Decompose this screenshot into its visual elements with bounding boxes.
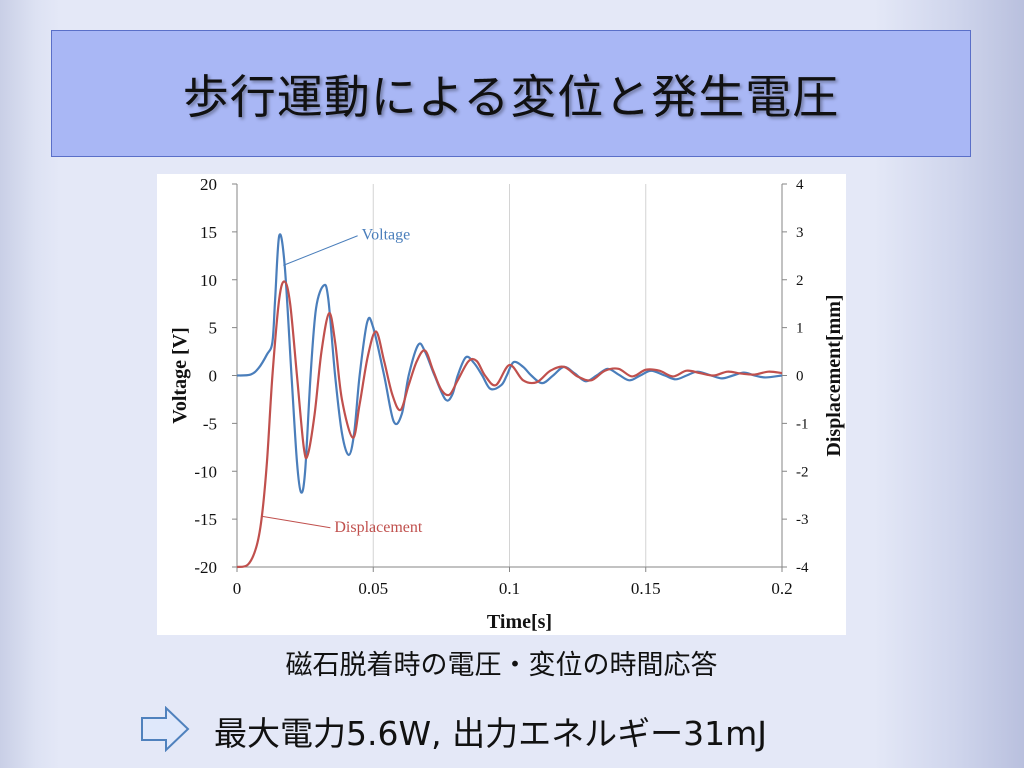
y-tick-label: -20 — [194, 558, 217, 577]
y-tick-label: 0 — [209, 367, 218, 386]
y2-tick-label: -3 — [796, 512, 809, 528]
y-tick-label: 15 — [200, 223, 217, 242]
chart-caption: 磁石脱着時の電圧・変位の時間応答 — [285, 650, 718, 681]
y-axis-title: Voltage [V] — [169, 327, 191, 423]
y-tick-label: -15 — [194, 510, 217, 529]
x-tick-label: 0.05 — [358, 579, 388, 598]
y-tick-label: -10 — [194, 462, 217, 481]
y2-tick-label: 0 — [796, 369, 804, 385]
y2-tick-label: 4 — [796, 177, 804, 193]
annotation-leader-displacement — [261, 515, 331, 529]
right-arrow-icon — [141, 706, 190, 752]
series-line-displacement — [236, 280, 783, 569]
y2-tick-label: 1 — [796, 321, 804, 337]
series-line-voltage — [236, 233, 783, 494]
x-axis-title: Time[s] — [487, 611, 552, 633]
background-left-texture — [0, 0, 60, 768]
y-tick-label: 10 — [200, 271, 217, 290]
x-tick-label: 0 — [233, 579, 242, 598]
result-summary: 最大電力5.6W, 出力エネルギー31mJ — [214, 714, 767, 753]
y2-tick-label: 2 — [796, 273, 804, 289]
x-tick-label: 0.1 — [499, 579, 520, 598]
x-tick-label: 0.2 — [771, 579, 792, 598]
y-tick-label: -5 — [203, 414, 217, 433]
y2-axis-title: Displacement[mm] — [823, 294, 845, 456]
x-tick-label: 0.15 — [631, 579, 661, 598]
y2-tick-label: -4 — [796, 560, 809, 576]
y2-tick-label: -1 — [796, 416, 809, 432]
annotation-label-displacement: Displacement — [334, 519, 423, 536]
slide-title: 歩行運動による変位と発生電圧 — [182, 69, 840, 124]
title-banner: 歩行運動による変位と発生電圧 — [51, 30, 971, 157]
annotation-label-voltage: Voltage — [362, 227, 411, 244]
y2-tick-label: 3 — [796, 225, 804, 241]
y2-tick-label: -2 — [796, 464, 809, 480]
annotation-leader-voltage — [283, 235, 358, 266]
y-tick-label: 5 — [209, 319, 218, 338]
y-tick-label: 20 — [200, 175, 217, 194]
chart-panel: 20 15 10 5 0 -5 -10 -15 -20 4 3 2 1 0 -1 -2 -3 -4 0 0.05 0.1… — [157, 174, 846, 635]
